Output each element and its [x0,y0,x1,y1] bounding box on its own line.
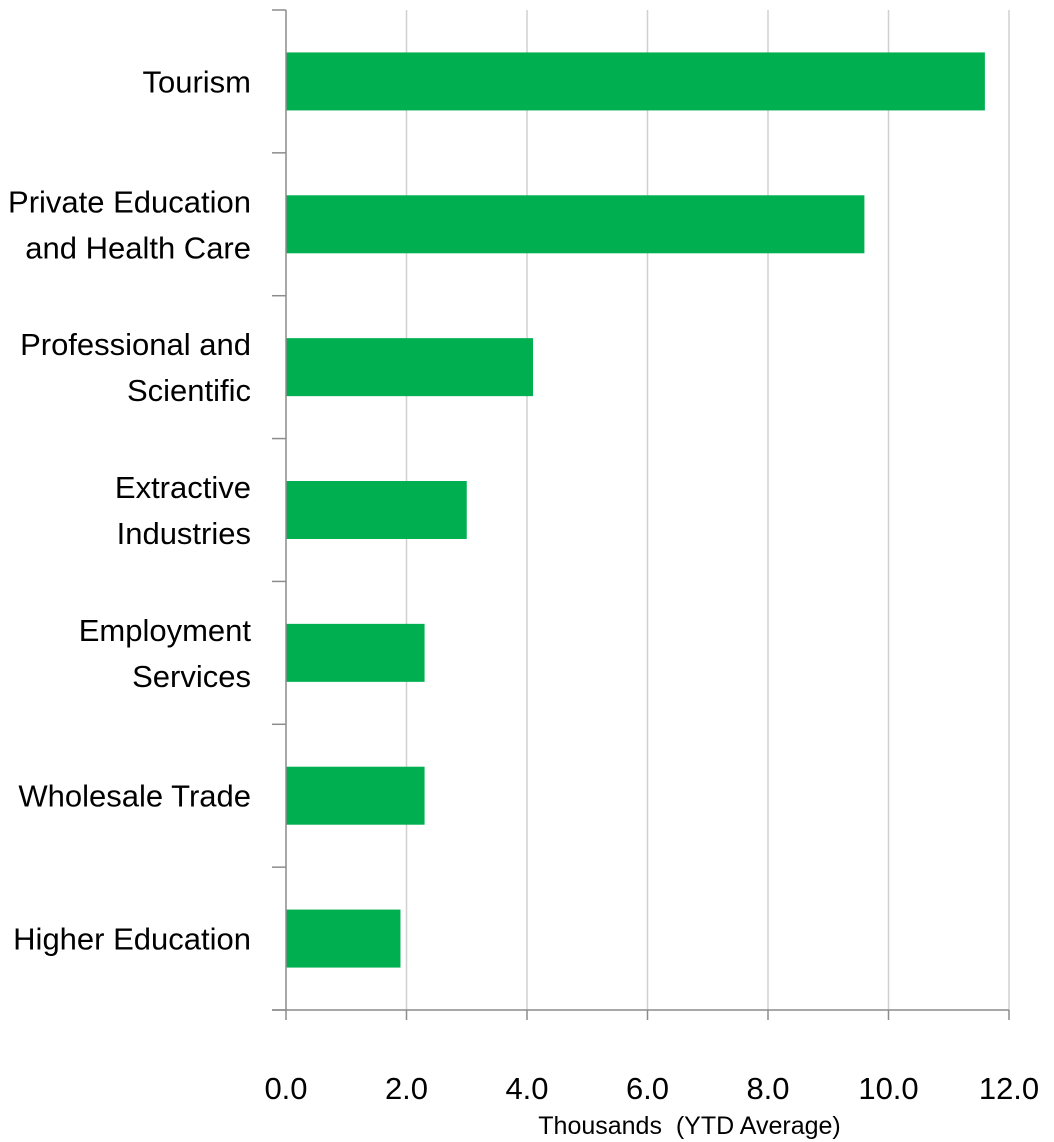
category-label: Industries [117,516,251,551]
bars [286,52,985,968]
category-label: Private Education [8,184,251,219]
category-label: Wholesale Trade [18,779,251,814]
bar [286,909,401,968]
category-label: Tourism [142,64,251,99]
x-tick-labels: 0.0 2.0 4.0 6.0 8.0 10.0 12.0 [264,1071,1039,1106]
category-label: Professional and [20,327,251,362]
bar [286,766,425,825]
x-tick-label: 6.0 [626,1071,669,1106]
x-tick-label: 12.0 [979,1071,1039,1106]
x-axis-title: Thousands (YTD Average) [538,1112,840,1140]
bar [286,195,865,254]
axes [272,9,1010,1020]
x-tick-label: 10.0 [858,1071,918,1106]
gridlines [405,10,1010,1010]
category-label: Scientific [127,373,251,408]
category-label: Higher Education [13,922,251,957]
bar [286,481,467,539]
category-label: Extractive [115,470,251,505]
x-tick-label: 2.0 [385,1071,428,1106]
bar [286,623,425,682]
category-label: Services [132,659,251,694]
x-tick-label: 4.0 [505,1071,548,1106]
category-label: Employment [79,613,252,648]
x-tick-label: 8.0 [746,1071,789,1106]
bar [286,338,534,397]
category-label: and Health Care [25,230,251,265]
x-tick-label: 0.0 [264,1071,307,1106]
category-labels: Tourism Private Education and Health Care P… [8,64,251,956]
bar [286,52,985,111]
